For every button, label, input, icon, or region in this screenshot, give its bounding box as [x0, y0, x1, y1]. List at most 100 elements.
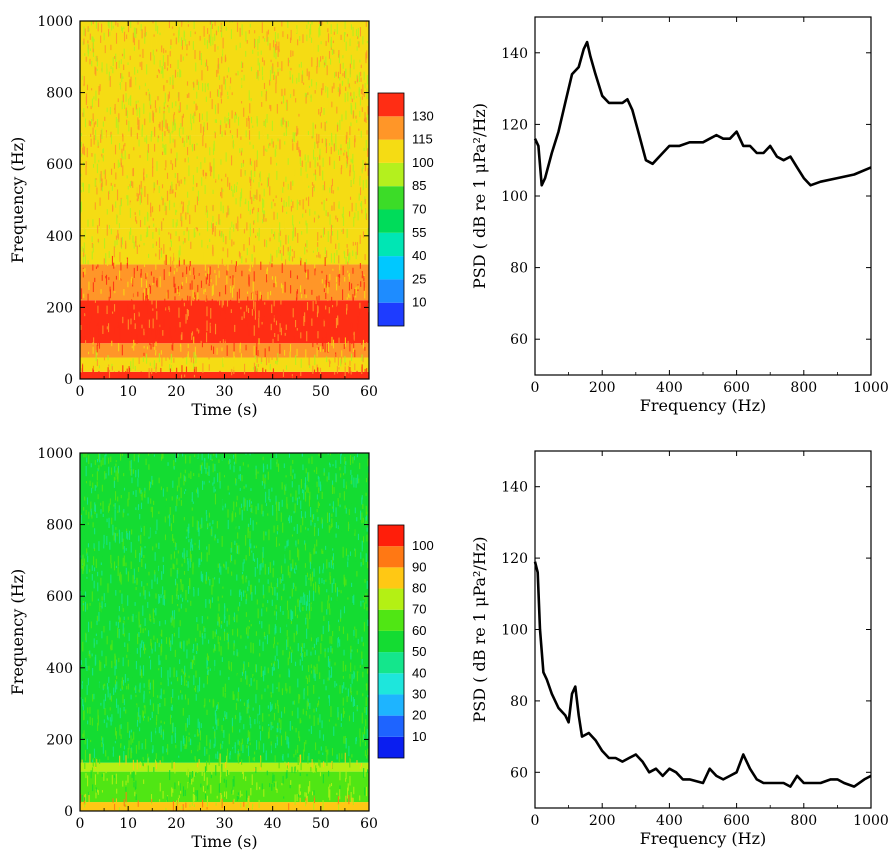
spectrogram-speckle — [304, 289, 306, 295]
spectrogram-speckle — [82, 363, 84, 374]
spectrogram-speckle — [345, 548, 348, 556]
spectrogram-speckle — [252, 281, 254, 292]
spectrogram-speckle — [156, 74, 158, 78]
spectrogram-speckle — [233, 465, 235, 473]
spectrogram-speckle — [108, 364, 110, 367]
spectrogram-speckle — [194, 204, 196, 213]
spectrogram-speckle — [111, 660, 113, 669]
spectrogram-speckle — [125, 131, 127, 138]
spectrogram-speckle — [362, 231, 364, 238]
spectrogram-speckle — [345, 110, 347, 120]
spectrogram-speckle — [248, 268, 250, 271]
spectrogram-speckle — [185, 589, 187, 601]
spectrogram-speckle — [257, 39, 259, 51]
spectrogram-speckle — [307, 618, 309, 629]
spectrogram-speckle — [362, 503, 364, 510]
spectrogram-speckle — [131, 299, 133, 305]
spectrogram-speckle — [129, 309, 131, 318]
spectrogram-speckle — [137, 478, 139, 487]
spectrogram-speckle — [259, 639, 261, 646]
spectrogram-speckle — [254, 39, 256, 47]
spectrogram-speckle — [108, 517, 110, 528]
spectrogram-speckle — [133, 27, 135, 38]
spectrogram-speckle — [151, 648, 153, 654]
spectrogram-speckle — [130, 278, 132, 284]
spectrogram-speckle — [313, 669, 315, 679]
spectrogram-speckle — [93, 135, 95, 140]
spectrogram-speckle — [337, 71, 339, 79]
spectrogram-speckle — [330, 24, 332, 35]
spectrogram-speckle — [323, 468, 325, 476]
spectrogram-speckle — [219, 775, 221, 783]
spectrogram-speckle — [337, 619, 340, 623]
spectrogram-speckle — [298, 147, 300, 153]
spectrogram-speckle — [204, 185, 206, 194]
spectrogram-speckle — [83, 227, 85, 235]
spectrogram-speckle — [117, 22, 119, 27]
spectrogram-speckle — [131, 747, 133, 754]
spectrogram-speckle — [294, 473, 296, 479]
spectrogram-speckle — [246, 675, 248, 685]
spectrogram-speckle — [316, 539, 318, 547]
spectrogram-speckle — [113, 504, 115, 507]
spectrogram-speckle — [94, 502, 96, 512]
spectrogram-speckle — [322, 228, 325, 238]
spectrogram-speckle — [285, 475, 287, 478]
spectrogram-speckle — [318, 215, 320, 218]
spectrogram-speckle — [247, 296, 249, 305]
spectrogram-speckle — [249, 306, 251, 318]
spectrogram-speckle — [187, 526, 189, 532]
colorbar-label: 130 — [412, 108, 434, 123]
spectrogram-speckle — [207, 65, 209, 71]
spectrogram-speckle — [219, 753, 221, 763]
spectrogram-speckle — [144, 186, 146, 197]
spectrogram-speckle — [105, 778, 107, 782]
spectrogram-speckle — [143, 103, 145, 114]
spectrogram-speckle — [162, 790, 164, 799]
spectrogram-speckle — [258, 131, 260, 140]
spectrogram-speckle — [356, 46, 358, 51]
spectrogram-speckle — [270, 499, 272, 506]
spectrogram-speckle — [288, 515, 290, 524]
spectrogram-speckle — [191, 779, 193, 785]
spectrogram-speckle — [290, 329, 292, 333]
spectrogram-speckle — [178, 292, 180, 296]
spectrogram-speckle — [114, 727, 117, 736]
spectrogram-speckle — [322, 774, 324, 784]
spectrogram-speckle — [335, 243, 337, 249]
spectrogram-speckle — [171, 317, 173, 324]
spectrogram-speckle — [355, 477, 357, 488]
spectrogram-speckle — [139, 184, 141, 196]
spectrogram-speckle — [267, 731, 270, 739]
spectrogram-speckle — [227, 95, 229, 99]
spectrogram-speckle — [308, 287, 310, 297]
spectrogram-speckle — [273, 661, 275, 667]
spectrogram-speckle — [233, 277, 235, 289]
spectrogram-speckle — [345, 664, 347, 672]
spectrogram-speckle — [295, 727, 297, 733]
spectrogram-speckle — [99, 602, 101, 612]
spectrogram-speckle — [156, 280, 158, 286]
spectrogram-speckle — [329, 187, 331, 193]
spectrogram-speckle — [343, 473, 345, 476]
spectrogram-speckle — [306, 795, 308, 805]
spectrogram-speckle — [213, 167, 215, 179]
spectrogram-speckle — [356, 760, 358, 765]
spectrogram-speckle — [89, 58, 91, 65]
spectrogram-speckle — [289, 351, 291, 363]
spectrogram-speckle — [170, 353, 172, 363]
spectrogram-speckle — [265, 354, 268, 366]
spectrogram-speckle — [119, 360, 121, 368]
spectrogram-speckle — [221, 56, 223, 64]
spectrogram-speckle — [364, 368, 366, 377]
spectrogram-speckle — [306, 301, 309, 311]
spectrogram-speckle — [270, 582, 272, 589]
spectrogram-speckle — [183, 30, 185, 42]
spectrogram-speckle — [345, 722, 347, 728]
spectrogram-speckle — [239, 712, 241, 723]
spectrogram-speckle — [152, 546, 154, 551]
spectrogram-speckle — [241, 475, 243, 482]
spectrogram-speckle — [245, 214, 247, 219]
spectrogram-speckle — [208, 491, 210, 501]
spectrogram-speckle — [359, 302, 361, 309]
